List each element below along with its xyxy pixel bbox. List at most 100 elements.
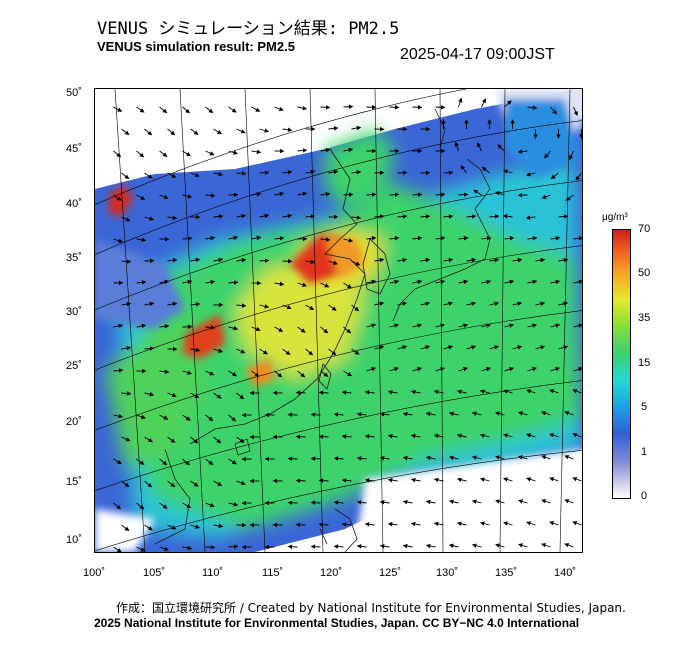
wind-arrow (527, 279, 538, 285)
field-orange-bohai (325, 239, 365, 279)
wind-arrow (213, 348, 223, 353)
coast-sakhalin (434, 108, 446, 150)
wind-arrow (364, 478, 375, 483)
wind-arrow (535, 345, 546, 350)
wind-arrow (190, 436, 199, 444)
wind-arrow (518, 543, 528, 548)
wind-arrow (228, 370, 237, 377)
wind-arrow (228, 106, 237, 113)
wind-arrow (387, 477, 398, 483)
wind-arrow (550, 236, 561, 241)
wind-arrow (527, 323, 538, 328)
wind-arrow (318, 478, 329, 483)
wind-arrow (144, 392, 155, 397)
wind-arrow (481, 98, 487, 108)
wind-arrow (448, 411, 459, 416)
wind-arrow (205, 458, 214, 466)
field-blue-cyclone (505, 99, 582, 179)
wind-arrow (443, 301, 454, 306)
wind-arrow (565, 194, 574, 201)
wind-arrow (297, 148, 308, 153)
wind-arrow (402, 499, 413, 505)
wind-arrow (443, 257, 454, 263)
wind-arrow (167, 392, 177, 398)
wind-arrow (526, 433, 536, 438)
wind-arrow (503, 433, 513, 438)
wind-arrow (402, 455, 413, 461)
wind-arrow (341, 478, 352, 483)
wind-arrow (182, 414, 191, 421)
wind-arrow (144, 524, 153, 531)
wind-arrow (412, 236, 423, 241)
wind-arrow (410, 521, 421, 527)
wind-arrow (144, 436, 153, 443)
wind-arrow (410, 389, 421, 395)
wind-arrow (351, 348, 360, 355)
wind-arrow (541, 194, 551, 200)
wind-arrow (456, 521, 467, 526)
colorbar (612, 229, 631, 499)
wind-arrow (456, 433, 467, 438)
wind-arrow (318, 522, 329, 527)
wind-arrow (341, 390, 352, 395)
wind-arrow (310, 456, 321, 461)
wind-arrow (471, 411, 482, 416)
field-yellow-central (235, 259, 365, 379)
wind-arrow (341, 522, 352, 527)
wind-arrow (466, 301, 477, 306)
wind-arrow (481, 367, 491, 372)
wind-arrow (274, 281, 285, 287)
wind-arrow (159, 369, 170, 375)
wind-arrow (213, 392, 222, 399)
coast-taiwan (318, 363, 332, 390)
wind-arrow (356, 456, 367, 461)
wind-arrow (495, 455, 505, 460)
wind-arrow (502, 213, 513, 219)
wind-arrow (573, 236, 582, 241)
wind-arrow (503, 521, 513, 526)
wind-arrow (456, 389, 467, 394)
wind-arrow (481, 279, 492, 285)
wind-arrow (167, 172, 177, 178)
wind-arrow (466, 345, 477, 350)
parallel-25 (95, 310, 582, 431)
wind-arrow (435, 192, 446, 197)
wind-arrow (479, 433, 490, 438)
wind-arrow (167, 128, 176, 136)
wind-arrow (190, 480, 199, 487)
coast-philippines (319, 508, 358, 552)
wind-arrow (121, 128, 130, 136)
pm25-map (94, 88, 583, 553)
wind-arrow (479, 477, 490, 482)
wind-arrow (259, 348, 268, 355)
wind-arrow (205, 235, 216, 241)
wind-arrow (213, 214, 224, 219)
domain-outside-nw (95, 89, 335, 179)
concentration-field (95, 89, 582, 552)
wind-arrow (489, 345, 500, 350)
wind-arrow (479, 389, 490, 394)
wind-arrow (320, 105, 331, 110)
wind-arrow (236, 128, 246, 134)
wind-arrow (320, 147, 331, 153)
wind-arrow (374, 257, 385, 263)
wind-arrow (458, 367, 468, 372)
wind-arrow (282, 127, 293, 132)
wind-arrow (572, 433, 582, 438)
wind-arrow (495, 499, 505, 504)
wind-arrow (443, 345, 454, 350)
wind-arrow (343, 370, 352, 377)
lat-tick-45: 45˚ (66, 143, 82, 155)
wind-arrow (297, 105, 308, 111)
field-orange-south (245, 359, 275, 387)
wind-arrow (364, 434, 375, 439)
wind-arrow (550, 106, 557, 115)
wind-arrow (458, 192, 469, 197)
wind-arrow (389, 367, 399, 372)
wind-arrow (549, 389, 559, 394)
wind-arrow (136, 458, 145, 465)
wind-arrow (343, 326, 352, 334)
wind-arrow (374, 214, 385, 219)
wind-arrow (402, 543, 413, 549)
wind-arrow (167, 258, 178, 263)
